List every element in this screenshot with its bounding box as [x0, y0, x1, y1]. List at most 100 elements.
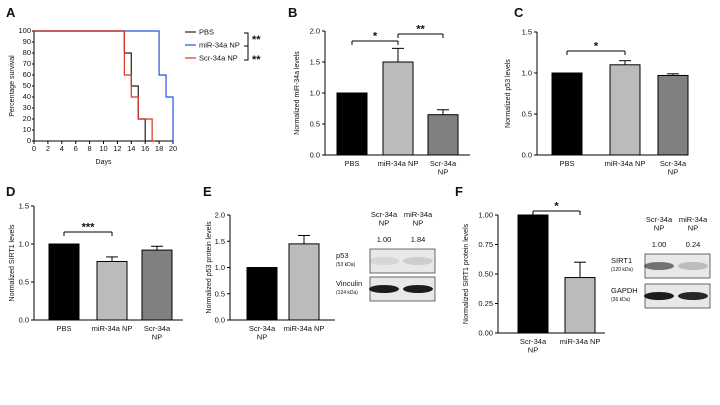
x-tick-label: 6 [74, 144, 78, 153]
blot-kda-label: (124 kDa) [336, 290, 358, 296]
bar-1 [48, 243, 80, 321]
y-tick-label: 0.50 [478, 270, 493, 279]
y-tick-label: 0.5 [19, 278, 29, 287]
blot-lane-label: miR-34a NP [679, 215, 708, 232]
western-blot-e: Scr-34a NP miR-34a NP 1.00 1.84 p53 (53 kDa) Vin… [336, 210, 436, 302]
category-label: miR-34a NP [560, 337, 601, 346]
bar-2 [382, 61, 414, 156]
sig-bracket [244, 32, 249, 47]
y-tick-label: 1.0 [19, 240, 29, 249]
category-label: PBS [559, 159, 574, 168]
blot-band [678, 262, 708, 270]
y-tick-label: 1.0 [215, 263, 225, 272]
y-tick-label: 40 [23, 92, 31, 101]
bar-2 [564, 277, 596, 334]
bar-3 [657, 74, 689, 156]
x-tick-label: 18 [155, 144, 163, 153]
y-tick-label: 20 [23, 114, 31, 123]
category-label: miR-34a NP [378, 159, 419, 168]
blot-protein-label: Vinculin [336, 279, 362, 288]
panel-letter: D [6, 184, 15, 199]
y-tick-label: 0.0 [310, 151, 320, 160]
y-tick-label: 2.0 [310, 27, 320, 36]
y-axis-label: Percentage survival [9, 55, 16, 117]
panel-a: A 0 10 20 30 40 50 60 70 80 90 100 0 2 4 6 8 10 12 14 16 18 20… [6, 5, 261, 166]
blot-quant-value: 1.84 [411, 235, 426, 244]
y-tick-label: 50 [23, 81, 31, 90]
bar-1 [336, 92, 368, 156]
y-tick-label: 100 [18, 26, 31, 35]
y-tick-label: 90 [23, 37, 31, 46]
bar-2 [288, 243, 320, 321]
y-axis-label: Normalized miR-34a levels [294, 51, 301, 135]
x-tick-label: 12 [113, 144, 121, 153]
significance-mark: *** [82, 222, 96, 234]
panel-letter: A [6, 5, 16, 20]
x-tick-label: 20 [169, 144, 177, 153]
y-tick-label: 10 [23, 125, 31, 134]
blot-protein-label: GAPDH [611, 286, 638, 295]
category-label: Scr-34a NP [430, 159, 457, 176]
blot-quant-value: 1.00 [652, 240, 667, 249]
blot-lane-label: Scr-34a NP [371, 210, 398, 227]
panel-letter: E [203, 184, 212, 199]
y-tick-label: 0.00 [478, 329, 493, 338]
blot-band [644, 262, 674, 270]
y-tick-label: 1.0 [522, 69, 532, 78]
blot-band [644, 292, 674, 300]
panel-letter: B [288, 5, 297, 20]
y-tick-label: 1.5 [310, 58, 320, 67]
legend-label: PBS [199, 28, 214, 37]
y-tick-label: 1.5 [522, 28, 532, 37]
bar-1 [551, 72, 583, 156]
x-axis-label: Days [96, 159, 112, 166]
blot-kda-label: (53 kDa) [336, 262, 356, 268]
legend-label: miR-34a NP [199, 41, 240, 50]
category-label: miR-34a NP [605, 159, 646, 168]
panel-f: F 0.00 0.25 0.50 0.75 1.00 Normalized SIRT1 pr… [455, 184, 605, 354]
bar-1 [246, 267, 278, 321]
y-tick-label: 0.5 [215, 289, 225, 298]
significance-mark: * [373, 31, 378, 43]
y-tick-label: 60 [23, 70, 31, 79]
blot-quant-value: 0.24 [686, 240, 701, 249]
blot-kda-label: (36 kDa) [611, 297, 631, 303]
survival-line-2 [34, 30, 174, 141]
bar-2 [96, 260, 128, 321]
category-label: Scr-34a NP [144, 324, 171, 341]
blot-membrane [369, 248, 436, 274]
blot-lane-label: miR-34a NP [404, 210, 433, 227]
significance-mark: ** [416, 24, 425, 36]
blot-band [369, 285, 399, 293]
blot-band [369, 257, 399, 265]
category-label: PBS [56, 324, 71, 333]
y-axis-label: Normalized SIRT1 levels [9, 224, 16, 301]
blot-protein-label: p53 [336, 251, 349, 260]
y-tick-label: 1.5 [19, 202, 29, 211]
y-axis-label: Normalized SIRT1 protein levels [463, 223, 470, 324]
panel-d: D 0.0 0.5 1.0 1.5 Normalized SIRT1 levels PBS m… [6, 184, 183, 341]
survival-line-3 [34, 30, 156, 142]
blot-band [403, 285, 433, 293]
panel-c: C 0.0 0.5 1.0 1.5 Normalized p53 levels PBS miR… [505, 5, 689, 176]
y-axis-label: Normalized p53 protein levels [206, 221, 213, 314]
bar-2 [609, 64, 641, 156]
sig-bracket [244, 45, 249, 61]
y-tick-label: 0.25 [478, 299, 493, 308]
category-label: Scr-34a NP [249, 324, 276, 341]
bar-1 [517, 214, 549, 334]
blot-band [678, 292, 708, 300]
x-tick-label: 14 [127, 144, 135, 153]
x-tick-label: 0 [32, 144, 36, 153]
y-tick-label: 0 [27, 136, 31, 145]
y-tick-label: 0.75 [478, 240, 493, 249]
x-tick-label: 4 [60, 144, 64, 153]
blot-band [403, 257, 433, 265]
category-label: Scr-34a NP [520, 337, 547, 354]
x-tick-label: 2 [46, 144, 50, 153]
y-tick-label: 0.5 [522, 110, 532, 119]
panel-letter: C [514, 5, 524, 20]
y-tick-label: 2.0 [215, 211, 225, 220]
